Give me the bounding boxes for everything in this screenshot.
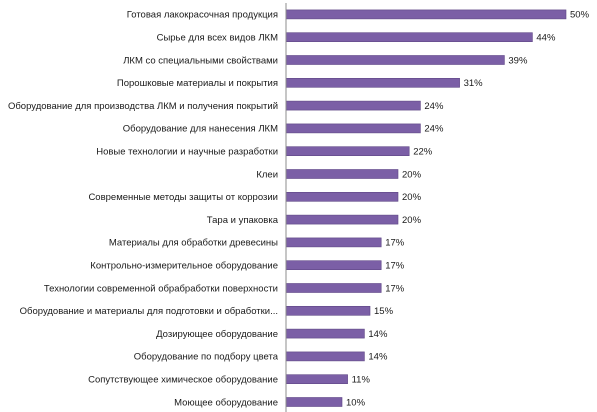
- value-label: 15%: [374, 306, 394, 317]
- category-label: Дозирующее оборудование: [156, 329, 278, 340]
- value-label: 14%: [368, 329, 388, 340]
- bar: [285, 260, 382, 271]
- bar: [285, 214, 399, 225]
- category-label: Оборудование по подбору цвета: [134, 352, 279, 363]
- value-label: 39%: [508, 55, 528, 66]
- category-label: Технологии современной обрабработки пове…: [44, 283, 278, 294]
- category-label: Оборудование для нанесения ЛКМ: [123, 124, 278, 135]
- bar: [285, 169, 399, 179]
- category-label: Моющее оборудование: [174, 397, 278, 408]
- category-label: Готовая лакокрасочная продукция: [127, 10, 278, 21]
- category-label: Материалы для обработки древесины: [109, 238, 278, 249]
- value-labels-layer: 50% 44% 39% 31% 24% 24% 22% 20% 20% 20% 17% 17% 17% 1…: [346, 10, 590, 409]
- bar: [285, 9, 567, 20]
- value-label: 17%: [385, 261, 405, 272]
- bar: [285, 237, 382, 248]
- value-label: 31%: [464, 78, 484, 89]
- value-label: 17%: [385, 283, 405, 294]
- value-label: 11%: [352, 375, 371, 386]
- category-labels-layer: Готовая лакокрасочная продукция Сырье для…: [8, 10, 279, 409]
- category-label: ЛКМ со специальными свойствами: [123, 55, 278, 66]
- value-label: 20%: [402, 169, 422, 180]
- bars-layer: [285, 9, 567, 407]
- category-label: Современные методы защиты от коррозии: [88, 192, 278, 203]
- category-label: Сырье для всех видов ЛКМ: [157, 33, 279, 44]
- value-label: 20%: [402, 192, 422, 203]
- category-label: Контрольно-измерительное оборудование: [90, 261, 278, 272]
- category-label: Оборудование и материалы для подготовки …: [20, 306, 278, 317]
- category-label: Тара и упаковка: [207, 215, 279, 226]
- value-label: 44%: [536, 33, 556, 44]
- category-label: Сопутствующее химическое оборудование: [88, 375, 278, 386]
- value-label: 24%: [424, 124, 444, 135]
- value-label: 24%: [424, 101, 444, 112]
- value-label: 14%: [368, 352, 388, 363]
- bar: [285, 397, 343, 407]
- bar: [285, 305, 371, 316]
- bar: [285, 100, 421, 111]
- category-label: Оборудование для производства ЛКМ и полу…: [8, 101, 278, 112]
- value-label: 20%: [402, 215, 422, 226]
- value-label: 10%: [346, 397, 366, 408]
- bar: [285, 32, 533, 43]
- category-label: Новые технологии и научные разработки: [96, 147, 278, 158]
- value-label: 17%: [385, 238, 405, 249]
- bar: [285, 146, 410, 156]
- bar: [285, 283, 382, 293]
- bar: [285, 374, 348, 385]
- bar: [285, 192, 399, 202]
- bar: [285, 328, 365, 339]
- bar: [285, 55, 505, 65]
- category-label: Порошковые материалы и покрытия: [117, 78, 278, 89]
- bar: [285, 78, 460, 88]
- value-label: 22%: [413, 147, 433, 158]
- bar: [285, 123, 421, 134]
- value-label: 50%: [570, 10, 590, 21]
- bar: [285, 351, 365, 362]
- category-label: Клеи: [256, 169, 278, 180]
